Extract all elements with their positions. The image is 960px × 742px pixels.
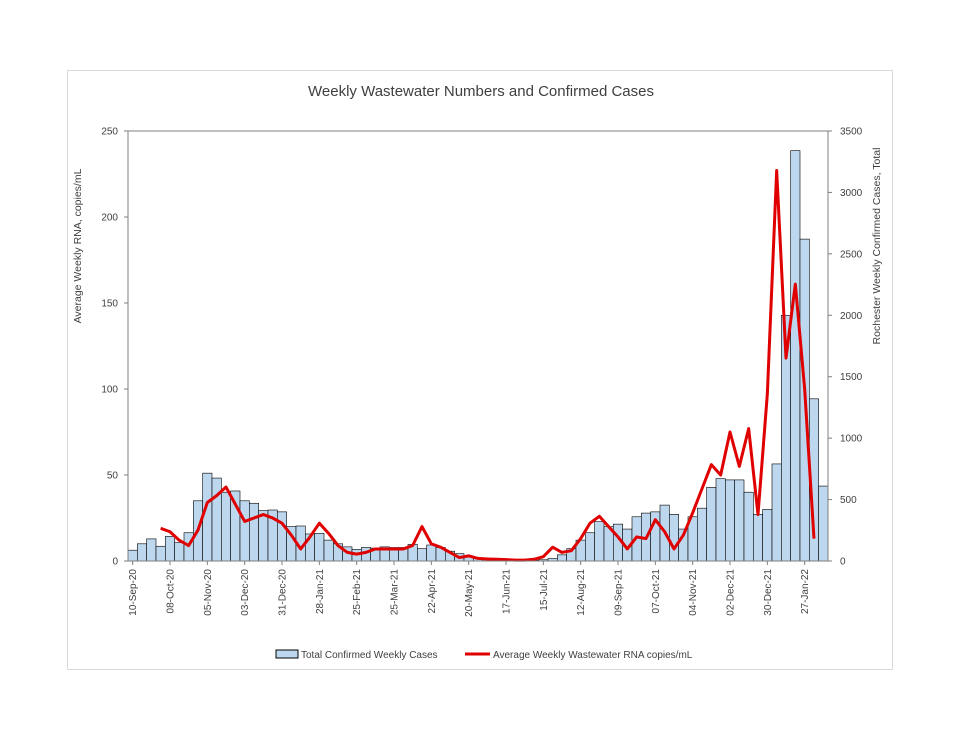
bar-cases (137, 543, 147, 562)
legend-bar-label: Total Confirmed Weekly Cases (301, 650, 438, 661)
y2-tick-label: 0 (840, 557, 846, 568)
bar-cases (202, 472, 213, 562)
legend-bar-swatch (275, 649, 299, 659)
line-layer (160, 169, 816, 562)
y-tick-label: 150 (101, 299, 118, 310)
x-tick-label: 22-Apr-21 (427, 569, 438, 614)
legend: Total Confirmed Weekly Cases Average Wee… (275, 649, 693, 661)
bar-cases (221, 491, 231, 562)
bar-cases (127, 549, 138, 562)
x-tick-label: 03-Dec-20 (240, 569, 251, 616)
x-tick-label: 05-Nov-20 (203, 569, 214, 616)
y-tick-label: 100 (101, 385, 118, 396)
y2-tick-label: 2000 (840, 311, 863, 322)
bar-cases (211, 477, 222, 562)
y2-tick-label: 1000 (840, 434, 863, 445)
bar-cases (771, 463, 782, 562)
y-tick-label: 0 (112, 557, 118, 568)
plot-border (127, 130, 829, 562)
y2-tick-label: 3500 (840, 127, 863, 138)
y2-tick-label: 500 (840, 495, 857, 506)
bar-cases (725, 479, 735, 562)
bar-cases (753, 514, 763, 562)
bar-cases (323, 539, 334, 562)
x-tick-label: 27-Jan-22 (800, 569, 811, 614)
chart-svg: Weekly Wastewater Numbers and Confirmed … (72, 83, 883, 661)
bar-cases (790, 150, 801, 562)
x-tick-label: 04-Nov-21 (688, 569, 699, 616)
bar-cases (258, 510, 269, 562)
bar-cases (762, 509, 773, 562)
bar-cases (277, 511, 287, 562)
x-tick-label: 15-Jul-21 (539, 569, 550, 611)
x-tick-label: 20-May-21 (464, 569, 475, 617)
y2-tick-label: 1500 (840, 372, 863, 383)
bar-cases (174, 542, 185, 562)
y-axis-title: Average Weekly RNA, copies/mL (72, 168, 84, 323)
bar-cases (249, 502, 259, 562)
rna-line (160, 169, 816, 562)
x-tick-label: 31-Dec-20 (278, 569, 289, 616)
y-tick-label: 250 (101, 127, 118, 138)
bar-cases (715, 478, 726, 562)
bar-cases (417, 548, 427, 562)
bar-cases (165, 536, 175, 562)
x-tick-label: 30-Dec-21 (763, 569, 774, 616)
axes-layer: 0501001502002500500100015002000250030003… (101, 127, 862, 617)
bar-cases (743, 491, 754, 562)
bar-cases (585, 532, 595, 562)
bar-cases (697, 507, 707, 562)
bar-cases (426, 544, 437, 562)
y2-axis-title: Rochester Weekly Confirmed Cases, Total (871, 148, 883, 345)
legend-line-label: Average Weekly Wastewater RNA copies/mL (493, 650, 693, 661)
bar-cases (734, 479, 745, 562)
x-tick-label: 12-Aug-21 (576, 569, 587, 616)
x-tick-label: 10-Sep-20 (128, 569, 139, 616)
chart-frame: Weekly Wastewater Numbers and Confirmed … (67, 70, 893, 670)
x-tick-label: 28-Jan-21 (315, 569, 326, 614)
y2-tick-label: 2500 (840, 249, 863, 260)
x-tick-label: 02-Dec-21 (726, 569, 737, 616)
bar-cases (557, 554, 567, 562)
x-tick-label: 17-Jun-21 (502, 569, 513, 614)
y2-tick-label: 3000 (840, 188, 863, 199)
bar-cases (706, 486, 717, 562)
bar-cases (155, 545, 166, 562)
x-tick-label: 25-Feb-21 (352, 569, 363, 616)
bar-cases (594, 521, 605, 562)
bar-cases (818, 485, 829, 562)
chart-title: Weekly Wastewater Numbers and Confirmed … (308, 83, 654, 100)
y-tick-label: 200 (101, 213, 118, 224)
x-tick-label: 07-Oct-21 (651, 569, 662, 614)
x-tick-label: 25-Mar-21 (390, 569, 401, 616)
bar-cases (239, 500, 250, 562)
y-tick-label: 50 (107, 471, 119, 482)
bar-cases (314, 533, 325, 562)
x-tick-label: 09-Sep-21 (614, 569, 625, 616)
bar-cases (669, 514, 679, 562)
bar-cases (146, 538, 157, 562)
x-tick-label: 08-Oct-20 (166, 569, 177, 614)
